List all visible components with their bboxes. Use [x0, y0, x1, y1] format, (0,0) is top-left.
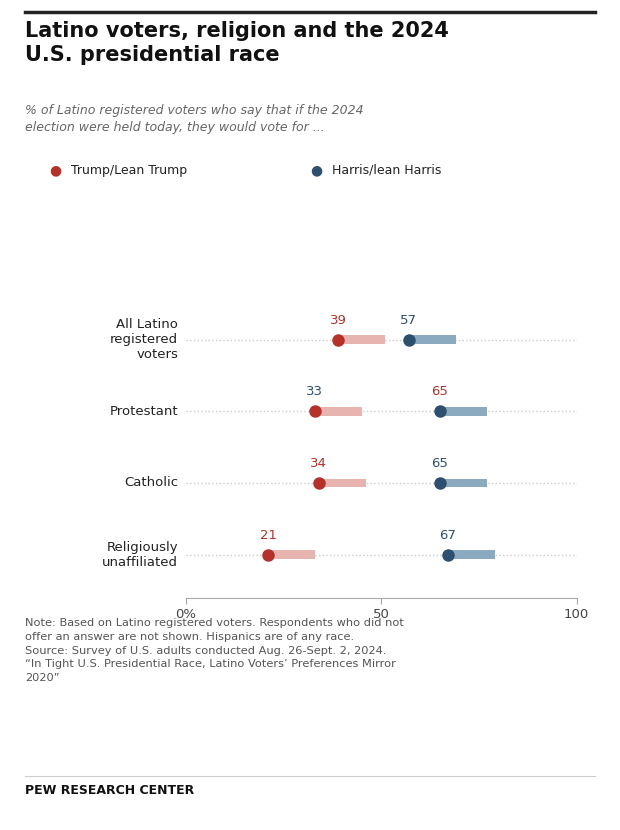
- Bar: [315, 407, 362, 416]
- Text: % of Latino registered voters who say that if the 2024
election were held today,: % of Latino registered voters who say th…: [25, 104, 363, 134]
- Bar: [440, 407, 487, 416]
- Text: Harris/lean Harris: Harris/lean Harris: [332, 164, 441, 177]
- Text: ●: ●: [50, 164, 62, 177]
- Text: 39: 39: [330, 314, 347, 327]
- Text: Note: Based on Latino registered voters. Respondents who did not
offer an answer: Note: Based on Latino registered voters.…: [25, 618, 404, 683]
- Bar: [448, 550, 495, 559]
- Text: 65: 65: [432, 457, 448, 470]
- Text: Protestant: Protestant: [110, 405, 178, 417]
- Text: Catholic: Catholic: [124, 476, 178, 490]
- Text: Religiously
unaffiliated: Religiously unaffiliated: [102, 540, 178, 569]
- Bar: [409, 335, 456, 344]
- Text: Latino voters, religion and the 2024
U.S. presidential race: Latino voters, religion and the 2024 U.S…: [25, 21, 449, 65]
- Text: 33: 33: [306, 385, 324, 398]
- Bar: [319, 479, 366, 487]
- Text: Trump/Lean Trump: Trump/Lean Trump: [71, 164, 187, 177]
- Text: 65: 65: [432, 385, 448, 398]
- Bar: [440, 479, 487, 487]
- Text: PEW RESEARCH CENTER: PEW RESEARCH CENTER: [25, 784, 194, 798]
- Text: 67: 67: [439, 529, 456, 542]
- Text: 34: 34: [311, 457, 327, 470]
- Bar: [339, 335, 385, 344]
- Bar: [268, 550, 315, 559]
- Text: All Latino
registered
voters: All Latino registered voters: [110, 318, 178, 361]
- Text: 21: 21: [260, 529, 277, 542]
- Text: ●: ●: [310, 164, 322, 177]
- Text: 57: 57: [400, 314, 417, 327]
